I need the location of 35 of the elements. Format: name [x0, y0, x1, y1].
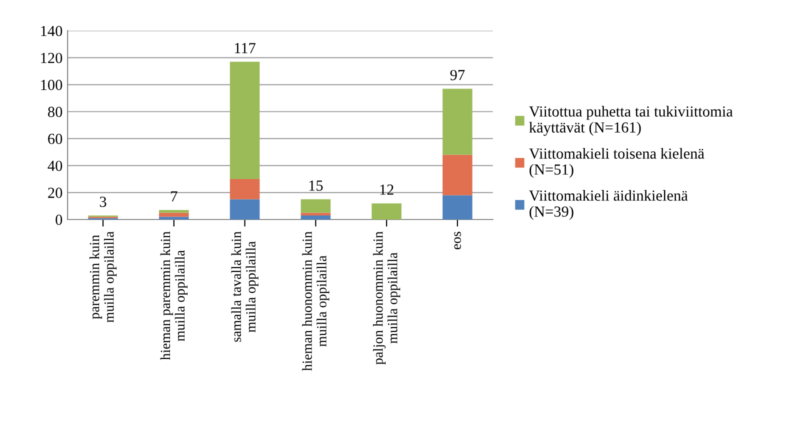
- bar: [442, 195, 472, 220]
- x-tick-label: paremmin kuin muilla oppilailla: [89, 231, 117, 322]
- x-tick-label: eos: [454, 232, 461, 250]
- y-tick-label: 120: [41, 52, 62, 64]
- bar: [230, 62, 260, 180]
- bar: [372, 203, 402, 220]
- bar: [230, 199, 260, 220]
- x-tick-label: paljon huonommin kuin muilla oppilailla: [373, 232, 400, 365]
- total-label: 15: [309, 180, 323, 191]
- legend-label: Viittomakieli toisena kielenä (N=51): [529, 148, 704, 178]
- y-tick-label: 20: [48, 188, 62, 198]
- total-label: 7: [171, 191, 178, 202]
- bar: [230, 179, 260, 200]
- bar: [159, 216, 189, 220]
- legend-label: Viitottua puhetta tai tukiviittomia käyttävät (N=161): [529, 106, 733, 136]
- y-tick-label: 140: [41, 26, 62, 36]
- bar: [300, 199, 331, 213]
- bar: [159, 212, 189, 217]
- total-label: 117: [234, 43, 256, 54]
- bar: [159, 210, 189, 213]
- bar: [300, 215, 331, 220]
- bar: [442, 154, 472, 196]
- total-label: 97: [450, 70, 465, 80]
- y-tick-label: 100: [41, 80, 62, 90]
- total-label: 12: [380, 184, 394, 195]
- y-tick-label: 40: [48, 160, 62, 172]
- total-label: 3: [100, 196, 106, 207]
- y-tick-label: 60: [48, 134, 62, 144]
- y-tick-label: 0: [56, 214, 62, 225]
- bar: [442, 88, 472, 155]
- x-tick-label: hieman huonommin kuin muilla oppilailla: [302, 232, 330, 371]
- x-tick-label: hieman paremmin kuin muilla oppilailla: [160, 232, 188, 360]
- legend-label: Viittomakieli äidinkielenä (N=39): [529, 190, 688, 220]
- y-tick-label: 80: [48, 106, 62, 118]
- bar: [300, 212, 331, 216]
